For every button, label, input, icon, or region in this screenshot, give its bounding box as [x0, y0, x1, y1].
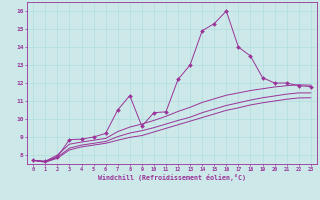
X-axis label: Windchill (Refroidissement éolien,°C): Windchill (Refroidissement éolien,°C) [98, 174, 246, 181]
